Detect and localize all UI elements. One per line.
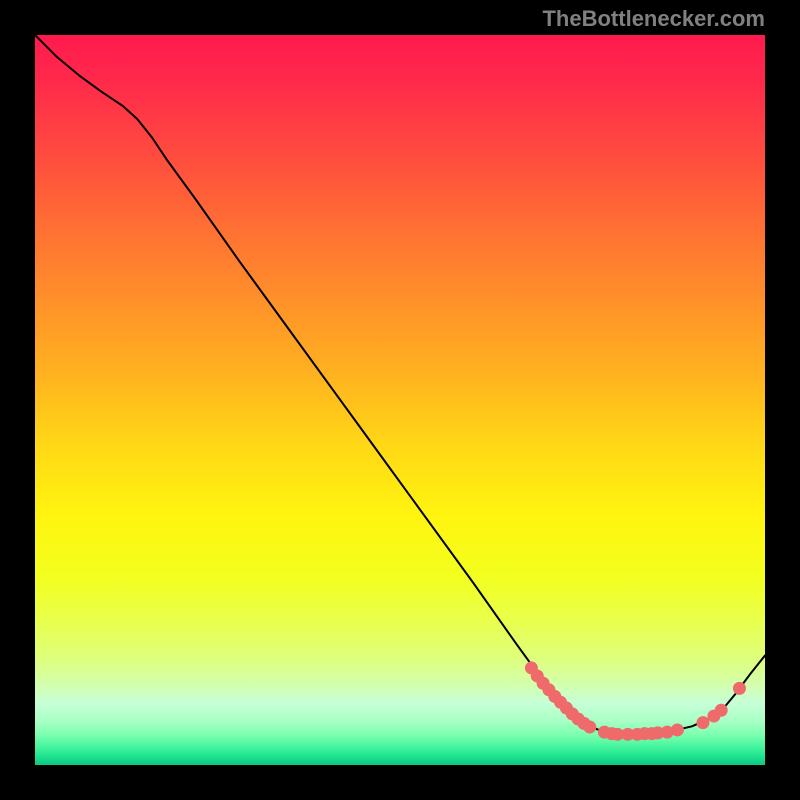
gradient-background: [35, 35, 765, 765]
watermark-text: TheBottlenecker.com: [542, 6, 765, 32]
marker-dot: [715, 704, 728, 717]
marker-dot: [696, 716, 709, 729]
chart-svg: [35, 35, 765, 765]
marker-dot: [733, 682, 746, 695]
plot-area: [35, 35, 765, 765]
marker-dot: [671, 723, 684, 736]
figure: TheBottlenecker.com: [0, 0, 800, 800]
marker-dot: [583, 721, 596, 734]
